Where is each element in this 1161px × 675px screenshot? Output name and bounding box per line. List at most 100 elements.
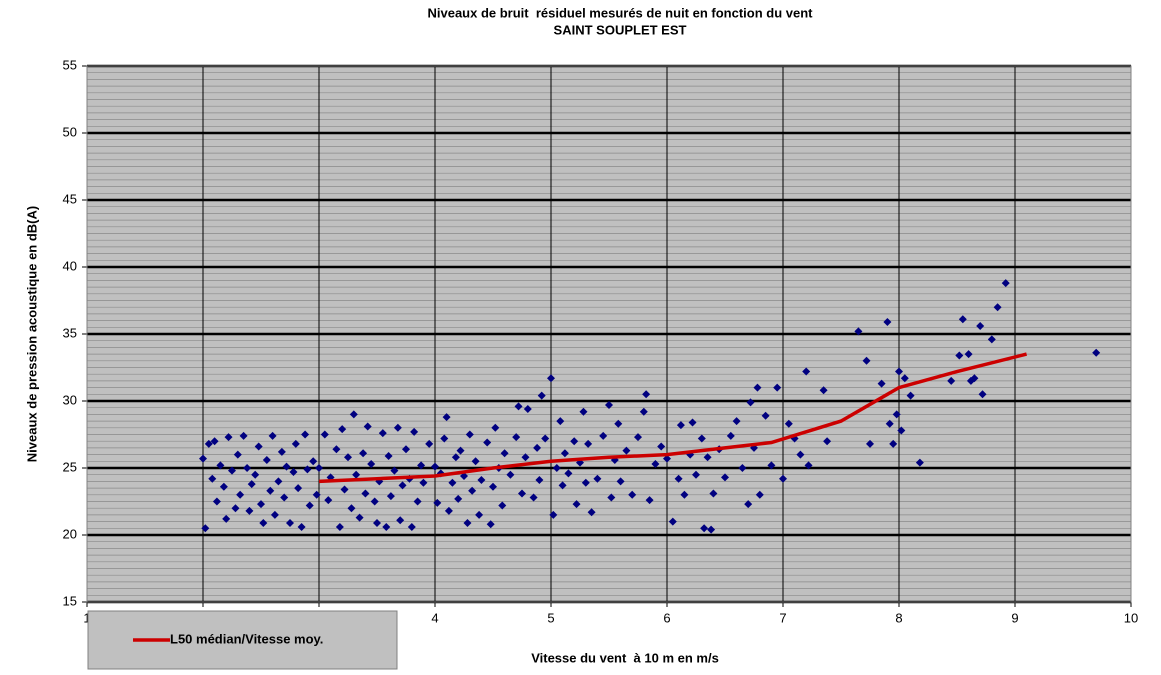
y-tick-label: 45 — [63, 191, 77, 206]
scatter-point — [303, 465, 312, 474]
y-tick-label: 15 — [63, 593, 77, 608]
scatter-point — [352, 470, 361, 479]
scatter-point — [676, 421, 685, 430]
chart-title: Niveaux de bruit résiduel mesurés de nui… — [427, 5, 813, 20]
scatter-point — [663, 454, 671, 463]
scatter-point — [471, 457, 480, 466]
scatter-point — [707, 525, 716, 534]
scatter-point — [324, 496, 333, 505]
scatter-point — [231, 504, 240, 513]
scatter-point — [266, 486, 275, 495]
scatter-point — [465, 430, 474, 439]
scatter-point — [680, 490, 689, 499]
scatter-point — [854, 327, 863, 336]
scatter-point — [219, 482, 228, 491]
scatter-point — [210, 437, 219, 446]
scatter-point — [862, 356, 871, 365]
chart-subtitle: SAINT SOUPLET EST — [554, 22, 687, 37]
scatter-point — [970, 374, 979, 383]
scatter-point — [254, 442, 263, 451]
y-tick-label: 25 — [63, 459, 77, 474]
scatter-point — [208, 474, 217, 483]
scatter-point — [199, 454, 207, 463]
scatter-point — [332, 445, 341, 454]
scatter-point — [581, 478, 590, 487]
x-axis-label: Vitesse du vent à 10 m en m/s — [531, 650, 719, 665]
scatter-point — [274, 477, 283, 486]
scatter-point — [558, 481, 567, 490]
scatter-point — [668, 517, 677, 526]
scatter-point — [320, 430, 329, 439]
scatter-point — [784, 419, 793, 428]
scatter-point — [456, 446, 465, 455]
scatter-point — [224, 433, 233, 442]
scatter-point — [605, 401, 613, 410]
scatter-point — [955, 351, 964, 360]
y-tick-label: 30 — [63, 392, 77, 407]
y-tick-label: 55 — [63, 57, 77, 72]
scatter-point — [390, 466, 399, 475]
scatter-point — [305, 501, 314, 510]
x-tick-label: 4 — [431, 610, 438, 625]
scatter-point — [335, 522, 344, 531]
scatter-point — [642, 390, 651, 399]
scatter-point — [236, 490, 245, 499]
scatter-point — [753, 383, 762, 392]
scatter-point — [489, 482, 497, 491]
scatter-point — [500, 449, 509, 458]
scatter-point — [587, 508, 596, 517]
scatter-point — [216, 461, 225, 470]
scatter-point — [529, 493, 538, 502]
scatter-point — [270, 510, 279, 519]
scatter-point — [549, 510, 558, 519]
scatter-point — [622, 446, 631, 455]
scatter-point — [533, 443, 542, 452]
scatter-point — [744, 500, 753, 509]
scatter-point — [338, 425, 347, 434]
scatter-point — [634, 433, 642, 442]
scatter-point — [373, 518, 381, 527]
scatter-point — [491, 423, 500, 432]
plot-border — [86, 65, 1132, 603]
scatter-point — [514, 402, 523, 411]
scatter-point — [506, 470, 515, 479]
scatter-point — [883, 317, 892, 326]
scatter-point — [889, 439, 898, 448]
scatter-point — [767, 461, 776, 470]
scatter-point — [419, 478, 428, 487]
scatter-point — [475, 510, 484, 519]
x-tick-label: 5 — [547, 610, 554, 625]
scatter-point — [396, 516, 405, 525]
scatter-point — [277, 447, 286, 456]
scatter-point — [523, 405, 532, 414]
scatter-point — [243, 464, 252, 472]
scatter-point — [433, 498, 442, 507]
scatter-point — [291, 439, 300, 448]
scatter-point — [987, 335, 996, 344]
scatter-point — [560, 449, 569, 458]
scatter-point — [386, 492, 395, 501]
scatter-point — [463, 518, 472, 527]
scatter-point — [732, 417, 741, 426]
scatter-point — [454, 494, 463, 503]
scatter-point — [823, 437, 832, 446]
scatter-point — [657, 442, 666, 451]
scatter-point — [761, 411, 770, 420]
scatter-point — [212, 497, 221, 506]
scatter-point — [251, 470, 260, 479]
scatter-point — [537, 391, 546, 400]
scatter-point — [349, 410, 358, 419]
scatter-point — [688, 418, 697, 427]
scatter-point — [547, 374, 555, 383]
scatter-point — [593, 474, 602, 483]
scatter-point — [309, 457, 318, 466]
scatter-point — [915, 458, 924, 467]
scatter-point — [384, 451, 393, 460]
scatter-point — [572, 500, 581, 509]
scatter-point — [645, 496, 654, 505]
scatter-point — [378, 429, 387, 438]
scatter-point — [692, 470, 700, 479]
scatter-point — [674, 474, 683, 483]
scatter-point — [431, 462, 439, 471]
